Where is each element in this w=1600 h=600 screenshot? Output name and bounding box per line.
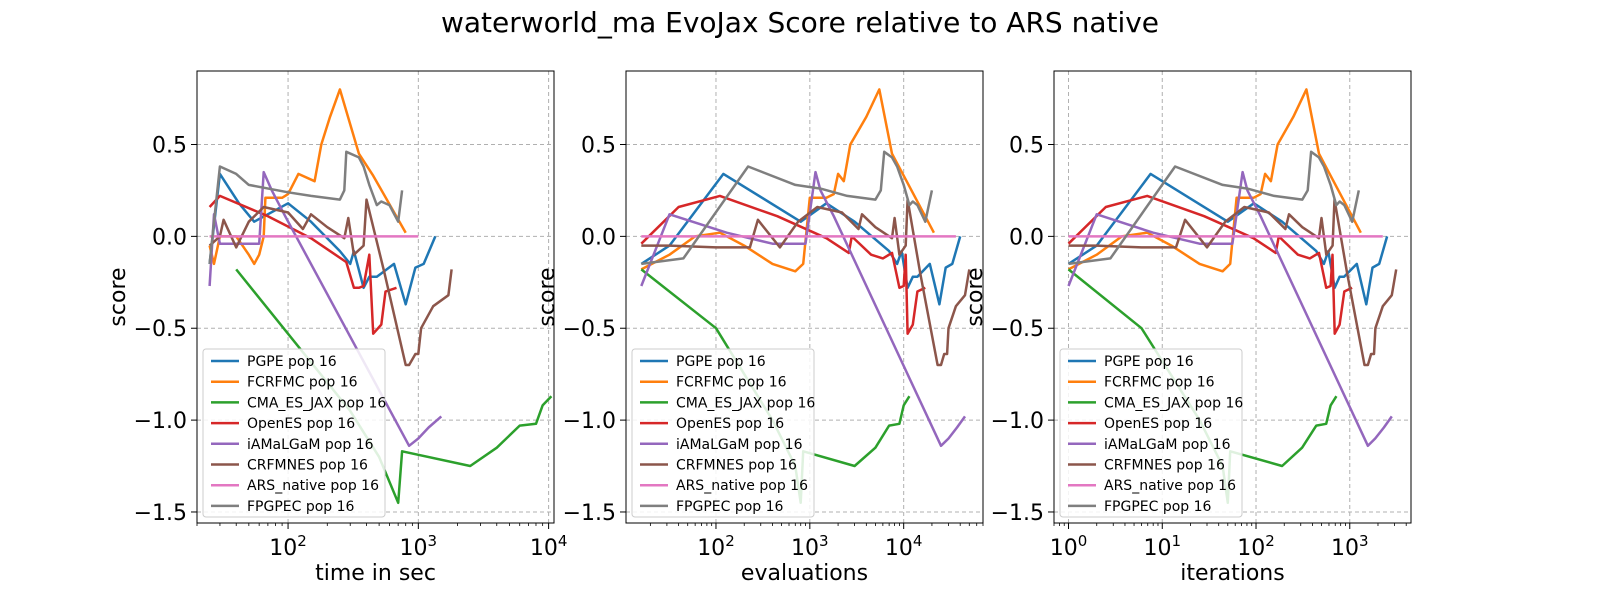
x-tick-label: 104 — [885, 532, 923, 561]
legend-entry: FPGPEC pop 16 — [247, 499, 355, 515]
legend: PGPE pop 16 FCRFMC pop 16 CMA_ES_JAX pop 1… — [1059, 348, 1243, 518]
x-tick-label: 102 — [1237, 532, 1275, 561]
legend-entry: FCRFMC pop 16 — [676, 375, 787, 391]
y-tick-label: −1.0 — [563, 409, 616, 434]
y-tick-label: −1.5 — [563, 501, 616, 526]
plot-panel-1: 0.5 0.0 −0.5 −1.0 −1.5 102 103 104 time in sec sc… — [106, 70, 568, 586]
legend-entry: FPGPEC pop 16 — [676, 499, 784, 515]
legend-entry: ARS_native pop 16 — [1104, 478, 1236, 494]
x-tick-label: 103 — [791, 532, 829, 561]
plot-frame — [625, 70, 984, 524]
y-tick-label: −1.5 — [134, 501, 187, 526]
legend-entry: CMA_ES_JAX pop 16 — [247, 395, 386, 411]
y-axis-label: score — [963, 267, 988, 326]
x-tick-label: 104 — [530, 532, 568, 561]
legend: PGPE pop 16 FCRFMC pop 16 CMA_ES_JAX pop 1… — [202, 348, 386, 518]
series-line-iamalgam-pop-16 — [640, 170, 967, 448]
y-tick-label: 0.0 — [581, 225, 616, 250]
x-tick-label: 103 — [1331, 532, 1369, 561]
legend-entry: PGPE pop 16 — [247, 354, 337, 370]
legend-entry: PGPE pop 16 — [676, 354, 766, 370]
y-tick-label: −1.0 — [991, 409, 1044, 434]
figure-title: waterworld_ma EvoJax Score relative to A… — [440, 6, 1160, 39]
series-line-fcrfmc-pop-16 — [640, 88, 936, 273]
series-line-fpgpec-pop-16 — [208, 150, 404, 265]
legend-entry: iAMaLGaM pop 16 — [1104, 437, 1231, 453]
legend-entry: ARS_native pop 16 — [676, 478, 808, 494]
plot-frame — [196, 70, 555, 524]
y-tick-label: 0.5 — [152, 133, 187, 158]
y-tick-label: −1.0 — [134, 409, 187, 434]
legend-entry: PGPE pop 16 — [1104, 354, 1194, 370]
series-line-fpgpec-pop-16 — [1068, 150, 1361, 266]
legend-box — [1059, 348, 1243, 518]
y-tick-label: 0.5 — [1009, 133, 1044, 158]
y-tick-label: −0.5 — [563, 317, 616, 342]
legend-entry: CMA_ES_JAX pop 16 — [1104, 395, 1243, 411]
series-line-crfmnes-pop-16 — [1068, 198, 1398, 367]
series-line-fcrfmc-pop-16 — [1067, 88, 1362, 273]
series-line-openes-pop-16 — [208, 194, 397, 335]
y-tick-label: 0.0 — [1009, 225, 1044, 250]
series-line-openes-pop-16 — [1067, 194, 1353, 335]
legend-entry: FCRFMC pop 16 — [1104, 375, 1215, 391]
legend-entry: OpenES pop 16 — [247, 416, 355, 432]
y-axis-label: score — [535, 267, 560, 326]
series-line-openes-pop-16 — [640, 194, 926, 335]
y-tick-label: −0.5 — [991, 317, 1044, 342]
legend-entry: CMA_ES_JAX pop 16 — [676, 395, 815, 411]
legend-entry: OpenES pop 16 — [676, 416, 784, 432]
y-axis-label: score — [106, 267, 131, 326]
series-line-crfmnes-pop-16 — [641, 198, 971, 367]
legend-entry: iAMaLGaM pop 16 — [676, 437, 803, 453]
series-line-fpgpec-pop-16 — [641, 150, 934, 266]
x-tick-label: 101 — [1143, 532, 1181, 561]
legend-entry: CRFMNES pop 16 — [676, 458, 797, 474]
legend-entry: CRFMNES pop 16 — [1104, 458, 1225, 474]
plot-frame — [1053, 70, 1412, 524]
series-line-iamalgam-pop-16 — [1067, 170, 1393, 448]
y-tick-label: −1.5 — [991, 501, 1044, 526]
legend-entry: OpenES pop 16 — [1104, 416, 1212, 432]
legend-entry: CRFMNES pop 16 — [247, 458, 368, 474]
series-lines — [208, 88, 553, 505]
legend-entry: FPGPEC pop 16 — [1104, 499, 1212, 515]
legend-box — [202, 348, 386, 518]
legend-entry: iAMaLGaM pop 16 — [247, 437, 374, 453]
legend-entry: FCRFMC pop 16 — [247, 375, 358, 391]
x-axis-label: time in sec — [315, 561, 436, 586]
legend: PGPE pop 16 FCRFMC pop 16 CMA_ES_JAX pop 1… — [631, 348, 815, 518]
x-axis-label: evaluations — [741, 561, 868, 586]
y-tick-label: −0.5 — [134, 317, 187, 342]
x-tick-label: 102 — [697, 532, 735, 561]
x-tick-label: 102 — [269, 532, 307, 561]
plot-panel-2: 0.5 0.0 −0.5 −1.0 −1.5 102 103 104 evaluations sc… — [535, 70, 984, 586]
x-tick-label: 100 — [1050, 532, 1088, 561]
y-tick-label: 0.0 — [152, 225, 187, 250]
x-tick-label: 103 — [400, 532, 438, 561]
legend-entry: ARS_native pop 16 — [247, 478, 379, 494]
y-tick-label: 0.5 — [581, 133, 616, 158]
x-axis-label: iterations — [1180, 561, 1284, 586]
legend-box — [631, 348, 815, 518]
